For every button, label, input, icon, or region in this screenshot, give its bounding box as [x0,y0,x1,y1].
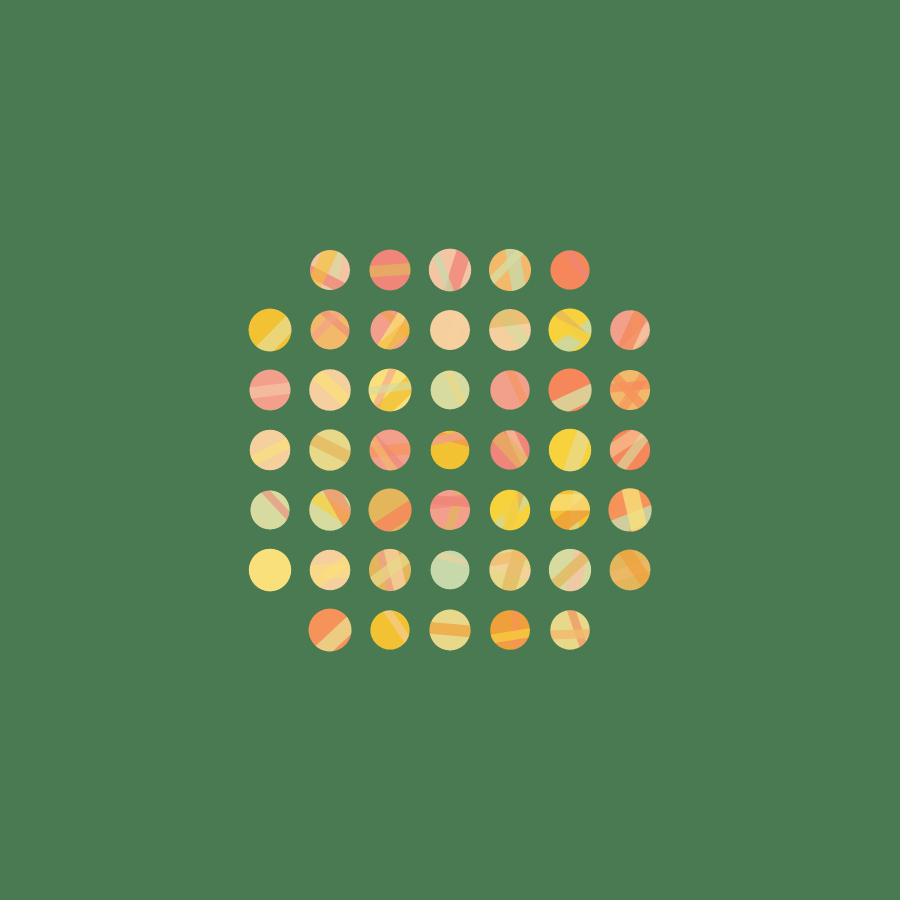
pattern-dot [538,479,603,543]
pattern-dot [248,308,304,364]
pattern-dot [308,608,365,664]
pattern-dot [539,596,602,658]
pattern-dot [304,362,359,414]
pattern-dot [416,427,485,469]
pattern-dot [358,357,425,424]
pattern-dot [599,536,662,596]
pattern-dot [358,426,422,483]
pattern-dot [490,356,534,417]
pattern-dot [418,609,482,650]
dot-pattern-svg [0,0,900,900]
pattern-dot [481,237,531,301]
pattern-dot [295,235,356,303]
pattern-dot [361,537,419,603]
pattern-dot [298,549,361,595]
pattern-dot [418,546,484,589]
pattern-dot [428,236,474,304]
pattern-dot [595,419,656,480]
pattern-dot [300,429,362,471]
pattern-dot [483,416,537,477]
pattern-dot [486,478,538,543]
pattern-dot [543,539,597,604]
pattern-dot [238,369,302,410]
pattern-dot [539,302,606,363]
pattern-dot [368,299,424,363]
pattern-dot [370,597,418,653]
pattern-dot [550,237,598,293]
pattern-dot [610,298,664,364]
pattern-dot [300,299,362,350]
pattern-dot [240,430,301,471]
pattern-dot [549,420,595,484]
pattern-dot [425,357,484,418]
pattern-dot [598,363,662,421]
pattern-dot [250,478,301,530]
pattern-dot [476,299,540,357]
pattern-dot [365,488,426,542]
pattern-dot [543,368,607,420]
pattern-dot [417,480,483,543]
pattern-dot [430,300,470,363]
pattern-dot [478,598,542,661]
pattern-dot [602,476,667,541]
pattern-dot [476,539,542,604]
pattern-dot [249,540,294,604]
dot-grid-canvas [0,0,900,900]
pattern-dot [358,249,422,290]
pattern-dot [302,473,362,536]
